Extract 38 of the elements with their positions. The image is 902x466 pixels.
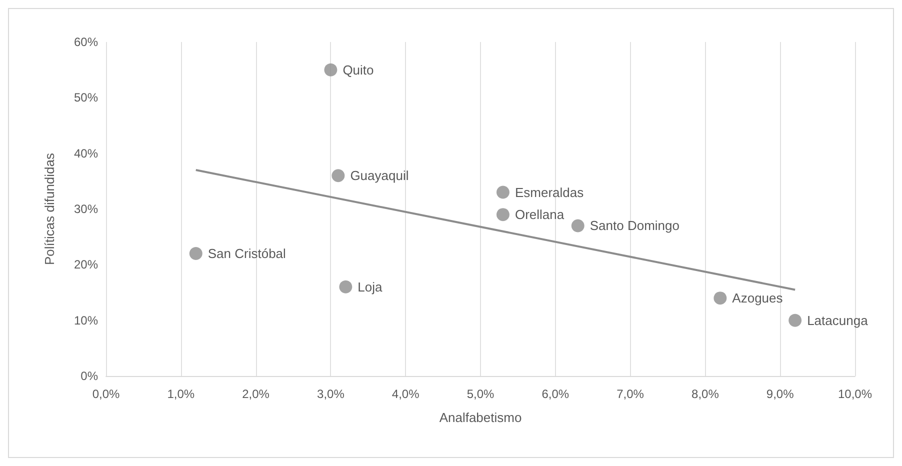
point (332, 169, 345, 182)
x-axis-title: Analfabetismo (439, 410, 522, 425)
annotation: Azogues (732, 290, 784, 306)
annotation: Quito (342, 62, 374, 78)
point (714, 292, 727, 305)
annotation: Santo Domingo (590, 218, 680, 234)
x-tick-label: 3,0% (317, 387, 345, 401)
annotation: Loja (358, 279, 384, 294)
y-axis-title: Políticas difundidas (42, 152, 57, 266)
x-tick-label: 4,0% (392, 387, 420, 401)
x-tick-label: 10,0% (838, 387, 872, 401)
x-tick-label: 1,0% (167, 387, 195, 401)
annotation: San Cristóbal (208, 246, 286, 262)
y-tick-label: 0% (80, 369, 98, 383)
point (496, 208, 510, 222)
point (788, 314, 802, 327)
annotation: Esmeraldas (514, 184, 584, 200)
point (324, 63, 338, 76)
y-tick-label: 50% (74, 90, 98, 105)
x-tick-label: 2,0% (242, 387, 270, 401)
point (189, 247, 202, 260)
y-tick-label: 10% (74, 313, 98, 328)
annotation: Orellana (514, 207, 565, 222)
x-tick-label: 7,0% (616, 387, 644, 401)
point (571, 219, 584, 232)
y-tick-label: 20% (74, 258, 98, 272)
x-tick-label: 0,0% (92, 387, 120, 401)
annotation: Guayaquil (350, 168, 409, 184)
y-tick-label: 40% (74, 146, 98, 160)
annotation: Latacunga (807, 312, 869, 328)
x-tick-label: 5,0% (466, 387, 494, 401)
x-tick-label: 6,0% (542, 387, 570, 401)
y-tick-label: 30% (74, 202, 98, 216)
x-tick-label: 8,0% (692, 387, 720, 401)
point (339, 280, 352, 294)
point (496, 186, 510, 199)
y-tick-label: 60% (74, 35, 98, 49)
x-tick-label: 9,0% (766, 387, 794, 401)
